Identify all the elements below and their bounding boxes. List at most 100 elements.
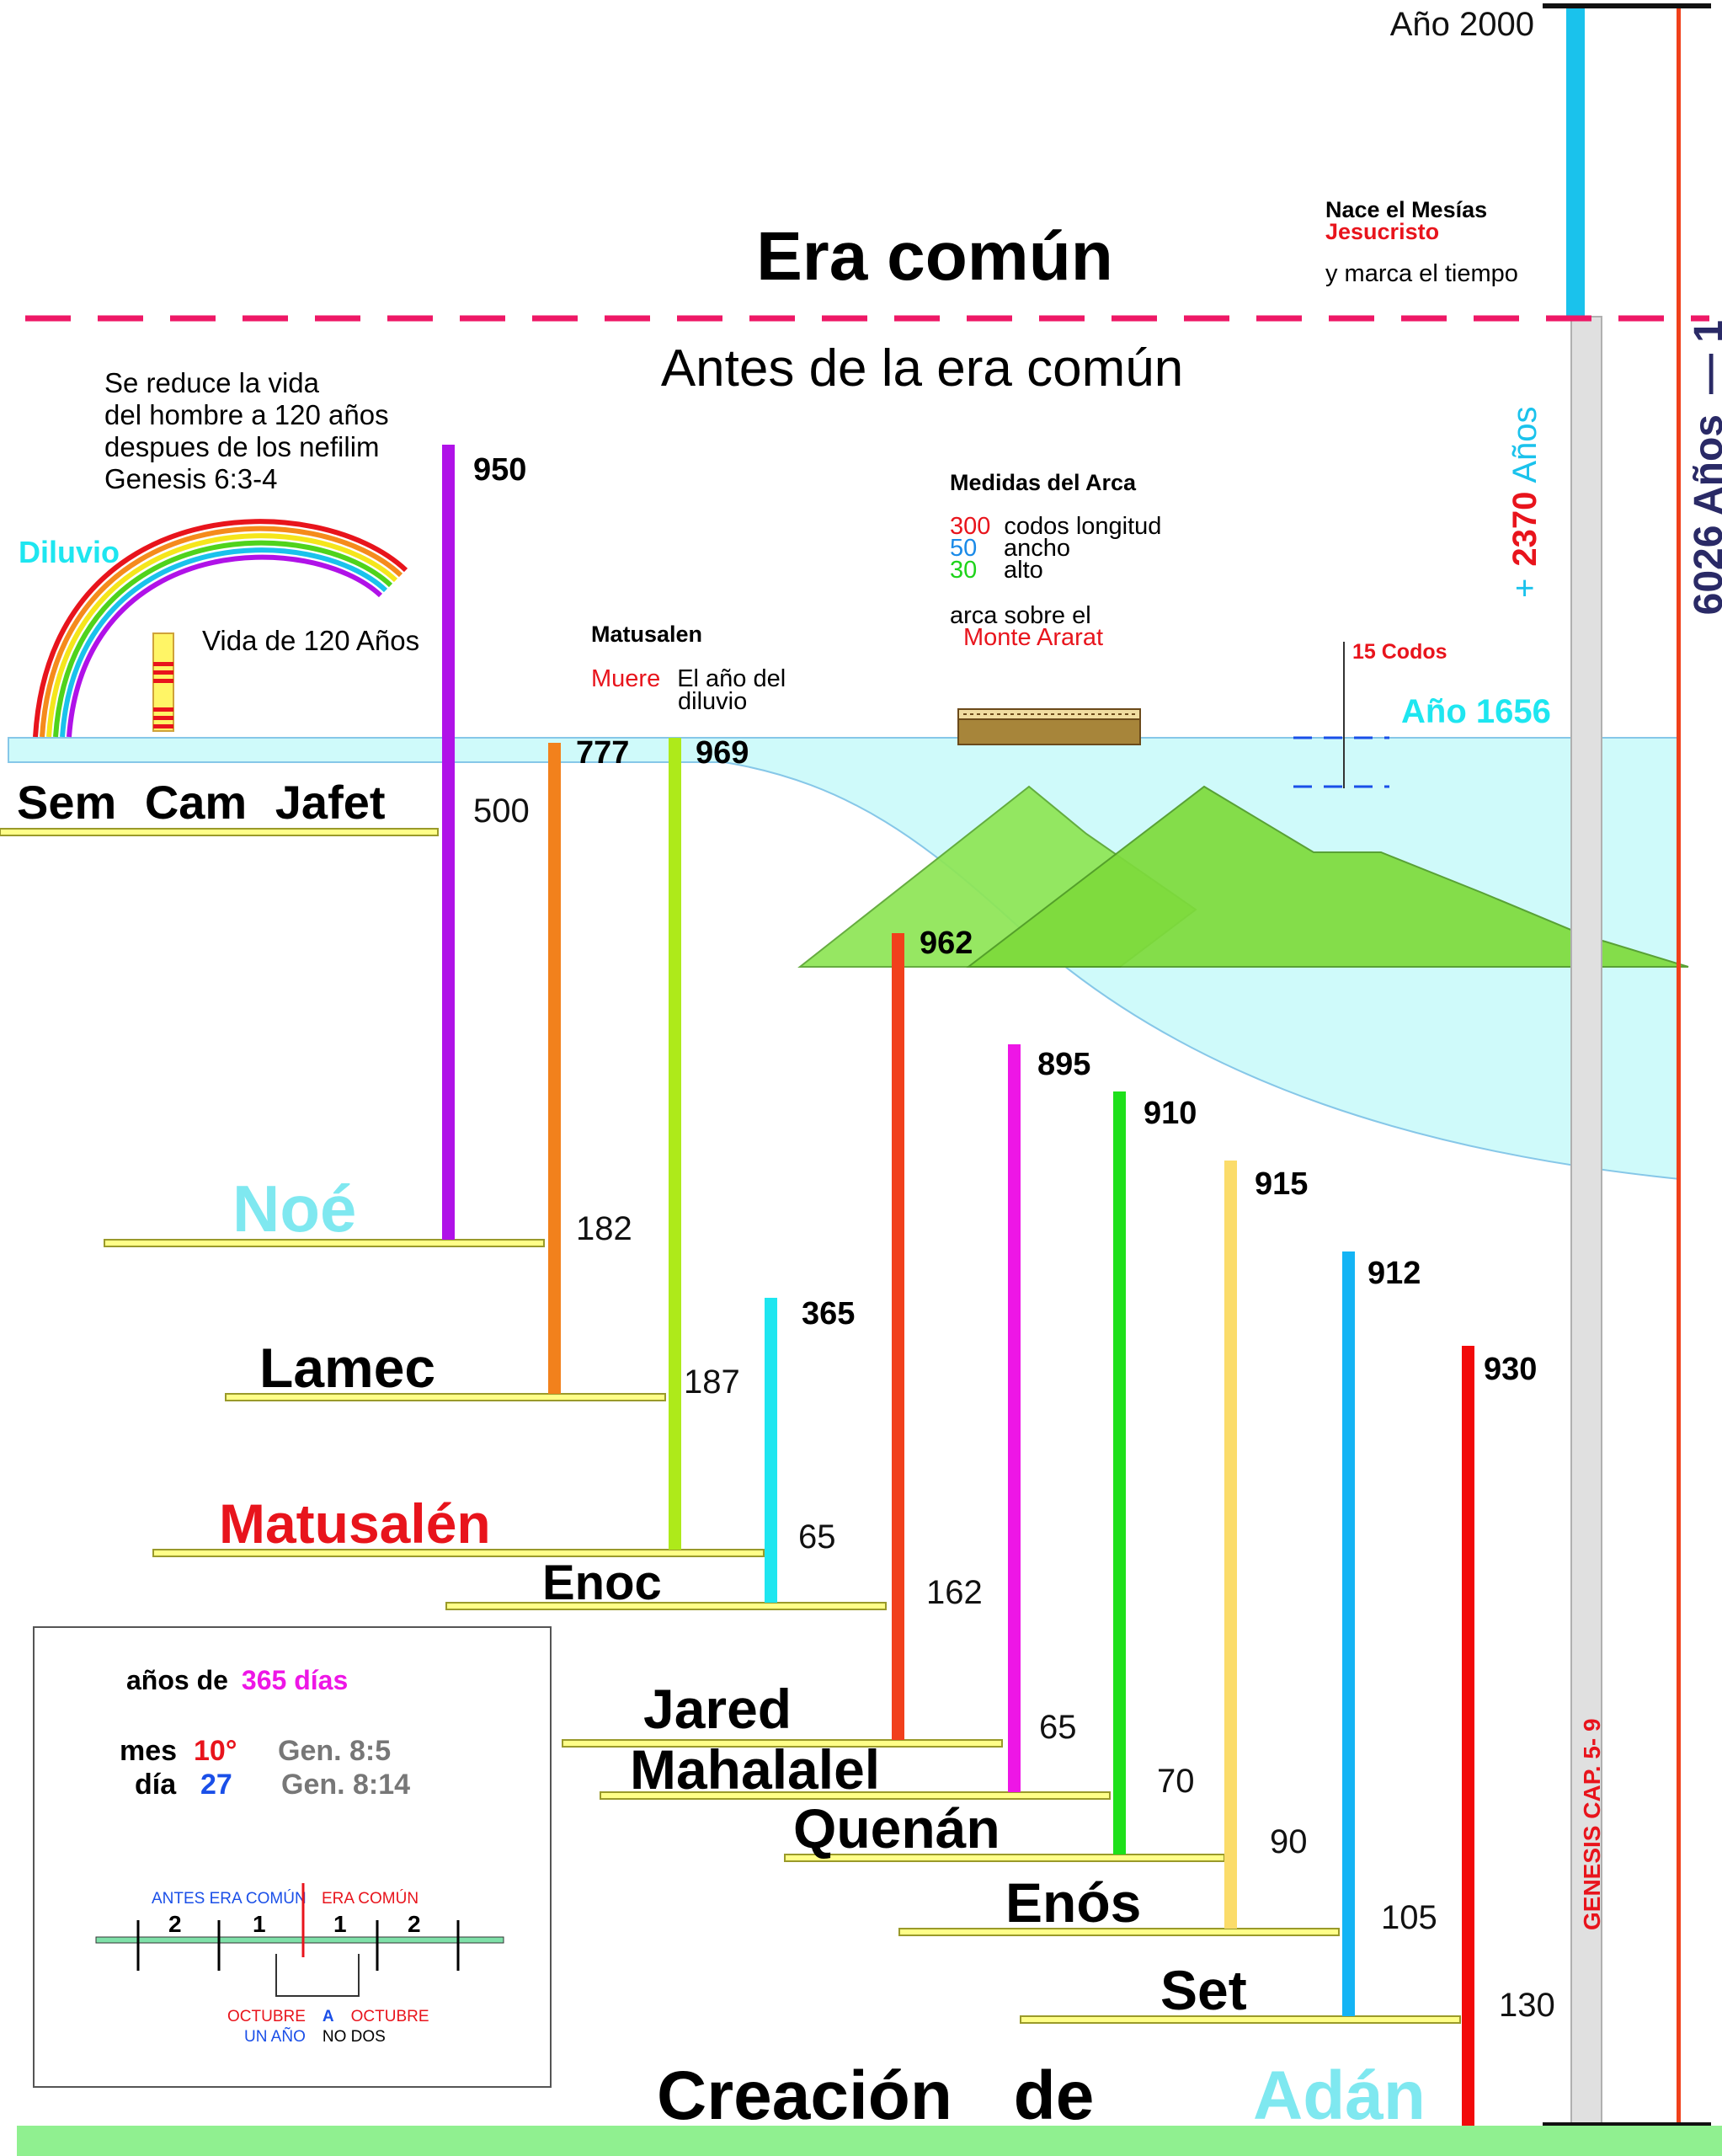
total-timeline-line: [1677, 7, 1681, 2126]
life-jared: 962: [920, 926, 973, 961]
name-enos: Enós: [1005, 1871, 1141, 1934]
adan-title: Adán: [1253, 2057, 1426, 2134]
legend-octubre-line: OCTUBRE A OCTUBRE: [227, 2008, 429, 2025]
begat-noe: 500: [473, 792, 530, 830]
legend-tick-r2: 2: [408, 1911, 421, 1937]
legend-mes: mes 10° Gen. 8:5: [120, 1735, 391, 1767]
antes-era-title: Antes de la era común: [661, 339, 1183, 398]
base-line-matusalen: [152, 1549, 765, 1557]
life-set: 912: [1367, 1256, 1421, 1291]
life-adan: 930: [1484, 1352, 1537, 1387]
name-matusalen: Matusalén: [219, 1492, 491, 1555]
legend-tick-r1: 1: [333, 1911, 347, 1937]
bar-adan: [1462, 1346, 1474, 2126]
life-enoc: 365: [802, 1296, 855, 1331]
mesias-line2: Jesucristo: [1325, 219, 1439, 244]
begat-jared: 162: [926, 1574, 983, 1611]
matusalen-note-line2: diluvio: [678, 688, 747, 715]
rainbow-icon: [33, 519, 408, 738]
legend-box: años de 365 días mes 10° Gen. 8:5 día 27 Gen.…: [33, 1626, 552, 2088]
base-line-mahalalel: [600, 1791, 1111, 1800]
monte-ararat: Monte Ararat: [963, 624, 1103, 651]
bar-enoc: [765, 1298, 777, 1603]
begat-age-labels: 500 182 187 65 162 65 70 90 105 130: [473, 792, 1555, 2024]
total-years-label: 6026 Años— 1: [1687, 320, 1722, 615]
life-lamec: 777: [576, 735, 629, 771]
begat-enoc: 65: [798, 1518, 836, 1556]
year-2000-label: Año 2000: [1390, 6, 1534, 43]
base-line-sem: [0, 828, 439, 836]
name-jared: Jared: [643, 1678, 792, 1740]
mesias-line3: y marca el tiempo: [1325, 260, 1518, 287]
arca-length: 300 codos longitud: [950, 513, 1161, 540]
legend-axis: [95, 1936, 504, 1944]
begat-mahalalel: 65: [1039, 1709, 1077, 1746]
bar-mahalalel: [1008, 1044, 1021, 1792]
begat-enos: 90: [1270, 1823, 1308, 1860]
name-noe: Noé: [232, 1171, 356, 1246]
bar-enos: [1224, 1161, 1237, 1929]
legend-tick-l2: 2: [168, 1911, 182, 1937]
person-names: Sem Cam Jafet Noé Lamec Matusalén Enoc J…: [17, 776, 1247, 2021]
ce-era-bar: [1566, 7, 1585, 317]
base-line-set: [1020, 2015, 1461, 2024]
life-quenan: 910: [1144, 1096, 1197, 1131]
begat-lamec: 182: [576, 1210, 632, 1247]
ano-1656-label: Año 1656: [1401, 693, 1551, 730]
bar-matusalen: [669, 738, 681, 1550]
begat-matusalen: 187: [684, 1364, 740, 1401]
bar-set: [1342, 1251, 1355, 2016]
base-line-enos: [898, 1928, 1340, 1936]
legend-dia: día 27 Gen. 8:14: [135, 1769, 410, 1801]
ark-icon: [957, 708, 1141, 745]
mesias-line1: Nace el Mesías: [1325, 197, 1487, 222]
arca-height: 30 alto: [950, 557, 1043, 584]
name-quenan: Quenán: [793, 1797, 1000, 1860]
base-lines: [0, 828, 1461, 2024]
name-lamec: Lamec: [259, 1337, 435, 1399]
legend-un-ano-line: UN AÑO NO DOS: [244, 2027, 386, 2046]
life-120-tube-icon: [152, 632, 174, 732]
era-comun-title: Era común: [756, 218, 1113, 295]
life-mahalalel: 895: [1037, 1047, 1090, 1082]
arca-width: 50 ancho: [950, 535, 1070, 562]
bottom-cap-line: [1543, 2122, 1711, 2127]
matusalen-note-title: Matusalen: [591, 622, 702, 647]
creacion-title: Creación de: [657, 2057, 1094, 2134]
bar-noe: [442, 445, 455, 1240]
matusalen-note-line1: Muere El año del: [591, 665, 786, 692]
bar-jared: [892, 933, 904, 1740]
bar-quenan: [1113, 1091, 1126, 1854]
life-matusalen: 969: [696, 735, 749, 771]
arca-title: Medidas del Arca: [950, 470, 1137, 495]
legend-tick-l1: 1: [253, 1911, 266, 1937]
plus-years-label: +2370Años: [1506, 406, 1543, 598]
begat-set: 105: [1381, 1899, 1437, 1936]
legend-anos: años de 365 días: [126, 1665, 348, 1695]
diluvio-label: Diluvio: [19, 535, 120, 569]
name-enoc: Enoc: [542, 1556, 662, 1610]
base-line-lamec: [225, 1393, 666, 1401]
life-enos: 915: [1255, 1166, 1308, 1202]
name-set: Set: [1160, 1959, 1247, 2021]
codos-15-label: 15 Codos: [1352, 640, 1447, 664]
name-mahalalel: Mahalalel: [630, 1738, 880, 1801]
bar-lamec: [548, 743, 561, 1394]
name-sem-cam-jafet: Sem Cam Jafet: [17, 776, 386, 829]
codos-15-marker: [1293, 642, 1389, 788]
base-line-jared: [562, 1739, 1003, 1748]
genesis-chapters-label: GENESIS CAP. 5- 9: [1579, 1718, 1605, 1930]
top-cap-line: [1543, 3, 1711, 8]
mountain-right: [966, 785, 1689, 968]
arca-sobre: arca sobre el: [950, 602, 1091, 629]
legend-antes-era: ANTES ERA COMÚN: [152, 1889, 307, 1908]
reduce-note: Se reduce la vida del hombre a 120 años …: [104, 367, 397, 494]
legend-era: ERA COMÚN: [322, 1889, 419, 1908]
base-line-noe: [104, 1239, 545, 1247]
vida-120-label: Vida de 120 Años: [202, 625, 419, 656]
base-line-enoc: [445, 1602, 887, 1610]
begat-adan: 130: [1499, 1987, 1555, 2024]
ground-bar: [17, 2126, 1722, 2156]
begat-quenan: 70: [1157, 1763, 1195, 1800]
